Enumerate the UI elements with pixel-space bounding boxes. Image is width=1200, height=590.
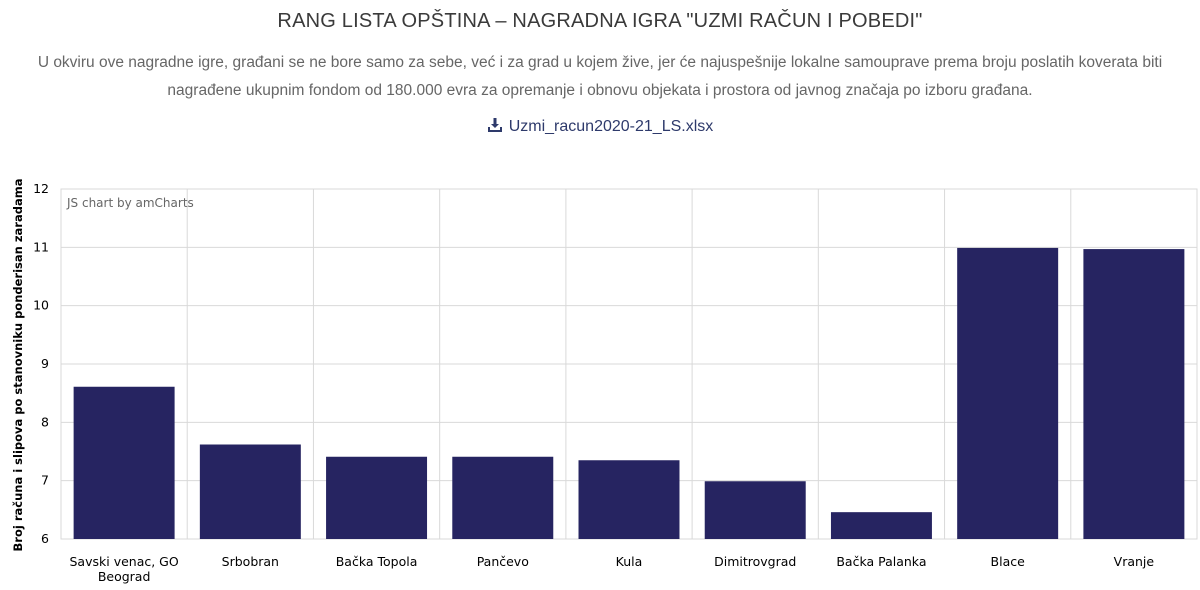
bar[interactable] xyxy=(578,460,680,539)
y-tick-label: 9 xyxy=(41,356,49,371)
y-tick-label: 7 xyxy=(41,473,49,488)
bar[interactable] xyxy=(1083,249,1185,539)
download-link[interactable]: Uzmi_racun2020-21_LS.xlsx xyxy=(0,117,1200,136)
bar[interactable] xyxy=(326,456,428,539)
y-tick-label: 10 xyxy=(33,298,49,313)
bar[interactable] xyxy=(704,481,806,539)
y-tick-label: 8 xyxy=(41,414,49,429)
bar[interactable] xyxy=(73,386,175,539)
x-tick-label: Srbobran xyxy=(222,554,279,569)
chart-credit[interactable]: JS chart by amCharts xyxy=(66,196,194,210)
download-icon xyxy=(487,118,502,132)
download-label: Uzmi_racun2020-21_LS.xlsx xyxy=(508,118,714,135)
bar[interactable] xyxy=(957,247,1059,539)
bar[interactable] xyxy=(830,512,932,539)
bar-chart: 6 7 8 9 10 11 12 Savski venac, GO Beograd Srbobra… xyxy=(0,170,1200,590)
x-tick-label: Kula xyxy=(616,554,643,569)
bar[interactable] xyxy=(452,456,554,539)
x-tick-label: Bačka Palanka xyxy=(836,554,926,569)
x-tick-label: Blace xyxy=(991,554,1026,569)
x-tick-label: Bačka Topola xyxy=(336,554,418,569)
y-tick-label: 11 xyxy=(33,239,49,254)
bars-layer xyxy=(73,247,1185,540)
intro-paragraph: U okviru ove nagradne igre, građani se n… xyxy=(37,54,1163,99)
x-tick-label: Savski venac, GO xyxy=(70,554,179,569)
page-title: RANG LISTA OPŠTINA – NAGRADNA IGRA "UZMI… xyxy=(277,10,923,32)
x-tick-label: Beograd xyxy=(98,569,151,584)
x-tick-label: Vranje xyxy=(1114,554,1155,569)
bar[interactable] xyxy=(199,444,301,540)
x-tick-label: Pančevo xyxy=(477,554,529,569)
y-tick-label: 6 xyxy=(41,531,49,546)
x-tick-label: Dimitrovgrad xyxy=(714,554,796,569)
y-axis-label: Broj računa i slipova po stanovniku pond… xyxy=(11,179,25,552)
y-tick-label: 12 xyxy=(33,181,49,196)
